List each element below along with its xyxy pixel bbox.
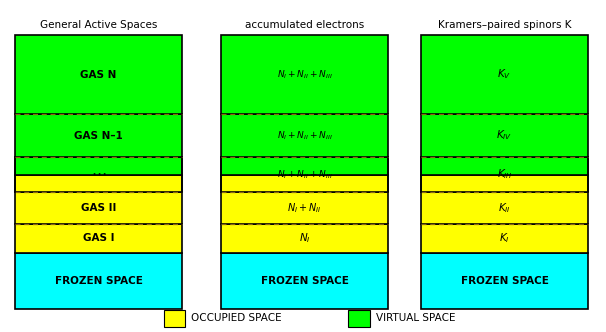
Text: GAS I: GAS I bbox=[83, 233, 114, 243]
Text: FROZEN SPACE: FROZEN SPACE bbox=[55, 276, 142, 286]
Text: VIRTUAL SPACE: VIRTUAL SPACE bbox=[376, 313, 455, 323]
Bar bbox=[15, 114, 182, 157]
Text: $K_{IV}$: $K_{IV}$ bbox=[496, 128, 513, 142]
Bar bbox=[221, 114, 388, 157]
Text: $N_I + N_{II}$: $N_I + N_{II}$ bbox=[287, 201, 322, 215]
Bar bbox=[15, 35, 182, 114]
Text: $N_I + N_{II} + N_{III}$: $N_I + N_{II} + N_{III}$ bbox=[276, 168, 333, 181]
Text: GAS N: GAS N bbox=[80, 70, 117, 80]
Text: GAS N–1: GAS N–1 bbox=[74, 130, 123, 140]
Text: General Active Spaces: General Active Spaces bbox=[40, 20, 157, 30]
Bar bbox=[221, 35, 388, 114]
Bar bbox=[221, 192, 388, 224]
Bar bbox=[421, 224, 588, 253]
Text: ⋯: ⋯ bbox=[91, 167, 106, 182]
Text: $N_I + N_{II} + N_{III}$: $N_I + N_{II} + N_{III}$ bbox=[276, 68, 333, 81]
Text: $K_{III}$: $K_{III}$ bbox=[497, 168, 512, 182]
Bar bbox=[221, 253, 388, 309]
Bar bbox=[15, 157, 182, 175]
Bar bbox=[421, 35, 588, 114]
Bar bbox=[421, 175, 588, 192]
Bar bbox=[348, 310, 370, 327]
Bar bbox=[421, 157, 588, 175]
Text: Kramers–paired spinors K: Kramers–paired spinors K bbox=[438, 20, 571, 30]
Text: $N_I$: $N_I$ bbox=[299, 231, 310, 245]
Bar bbox=[15, 224, 182, 253]
Bar bbox=[221, 157, 388, 175]
Bar bbox=[421, 114, 588, 157]
Text: $N_I + N_{II} + N_{III}$: $N_I + N_{II} + N_{III}$ bbox=[276, 129, 333, 142]
Bar bbox=[15, 175, 182, 192]
Bar bbox=[221, 224, 388, 253]
Text: GAS II: GAS II bbox=[81, 203, 116, 213]
Bar bbox=[221, 175, 388, 192]
Text: $K_V$: $K_V$ bbox=[498, 68, 511, 81]
Text: $K_{II}$: $K_{II}$ bbox=[498, 201, 511, 215]
Bar bbox=[164, 310, 185, 327]
Text: accumulated electrons: accumulated electrons bbox=[245, 20, 364, 30]
Bar bbox=[15, 253, 182, 309]
Bar bbox=[15, 192, 182, 224]
Bar bbox=[421, 192, 588, 224]
Text: FROZEN SPACE: FROZEN SPACE bbox=[461, 276, 548, 286]
Bar bbox=[421, 253, 588, 309]
Text: FROZEN SPACE: FROZEN SPACE bbox=[261, 276, 348, 286]
Text: $K_I$: $K_I$ bbox=[499, 231, 510, 245]
Text: OCCUPIED SPACE: OCCUPIED SPACE bbox=[191, 313, 282, 323]
